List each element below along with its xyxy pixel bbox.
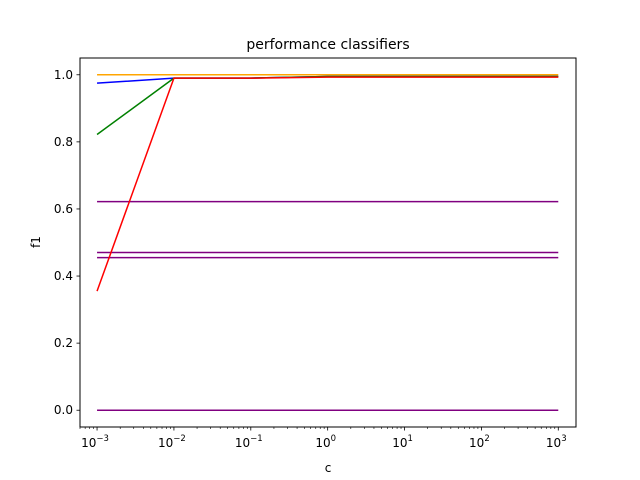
x-ticks: 10−3 10−2 10−1 100 101 102 103 xyxy=(79,427,567,450)
y-tick-label-6: 1.0 xyxy=(54,68,73,82)
x-tick-label-4: 100 xyxy=(315,434,336,450)
y-tick-label-2: 0.2 xyxy=(54,336,73,350)
y-ticks: 0.0 0.2 0.4 0.6 0.8 1.0 xyxy=(54,68,80,417)
y-tick-label-3: 0.4 xyxy=(54,269,73,283)
x-tick-label-3: 10−1 xyxy=(235,434,263,450)
y-tick-label-1: 0.0 xyxy=(54,403,73,417)
y-axis-label: f1 xyxy=(29,236,43,248)
x-axis-label: c xyxy=(325,461,332,475)
y-tick-label-5: 0.8 xyxy=(54,135,73,149)
x-tick-label-5: 101 xyxy=(392,434,413,450)
x-tick-label-1: 10−3 xyxy=(81,434,109,450)
y-tick-label-4: 0.6 xyxy=(54,202,73,216)
x-tick-label-6: 102 xyxy=(469,434,490,450)
x-tick-label-2: 10−2 xyxy=(158,434,186,450)
series-layer xyxy=(96,74,559,411)
chart-title: performance classifiers xyxy=(246,37,409,53)
series-line-8 xyxy=(96,76,559,292)
x-tick-label-7: 103 xyxy=(546,434,567,450)
